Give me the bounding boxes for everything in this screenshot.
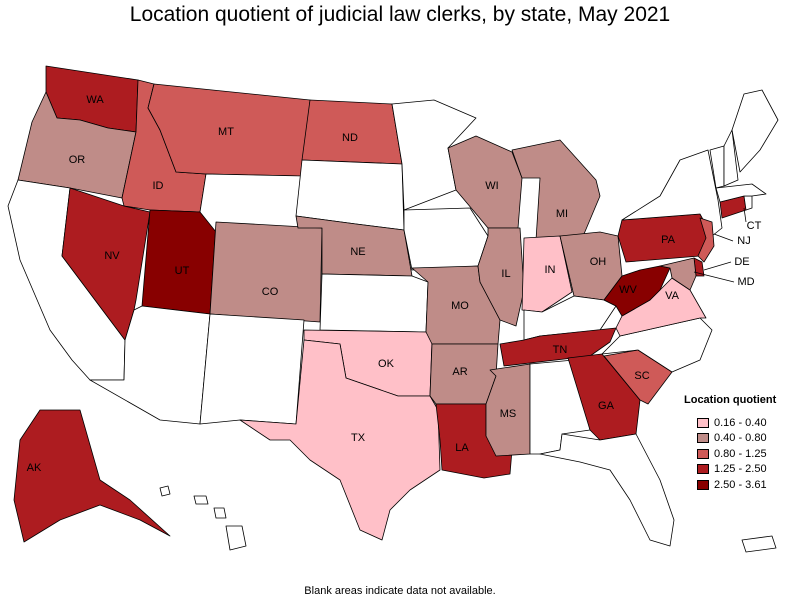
legend-swatch [697,417,709,428]
state-label-co: CO [262,286,279,298]
state-label-ms: MS [500,408,517,420]
state-label-nd: ND [342,132,358,144]
state-ak [13,409,171,543]
state-label-nv: NV [104,250,120,262]
state-label-ct: CT [747,220,762,232]
state-label-oh: OH [590,256,607,268]
legend-item: 2.50 - 3.61 [684,477,776,493]
state-label-sc: SC [634,370,649,382]
state-label-in: IN [545,264,556,276]
callout-line-nj [713,233,734,242]
map-title: Location quotient of judicial law clerks… [129,3,671,26]
state-ut [141,209,217,315]
state-label-ga: GA [598,400,615,412]
legend-label: 0.16 - 0.40 [714,416,767,429]
state-label-wa: WA [86,94,104,106]
legend-swatch [697,479,709,490]
state-ma [715,183,767,203]
legend-item: 0.80 - 1.25 [684,446,776,462]
state-nm [199,313,305,425]
state-label-md: MD [737,276,754,288]
state-label-id: ID [153,180,164,192]
state-label-ok: OK [378,358,395,370]
state-label-nj: NJ [737,235,750,247]
callout-line-md [693,271,735,283]
state-in [521,235,573,313]
state-label-mt: MT [218,126,234,138]
state-label-wv: WV [619,284,637,296]
state-me [731,89,779,173]
state-label-ne: NE [350,246,365,258]
state-co [209,221,323,323]
state-nj [697,217,715,263]
state-label-ar: AR [452,366,467,378]
legend-label: 1.25 - 2.50 [714,463,767,476]
legend-swatch [697,464,709,475]
callout-line-ct [743,207,747,223]
state-il [477,227,525,327]
state-label-va: VA [665,290,680,302]
state-fl [539,433,675,547]
state-label-il: IL [501,268,510,280]
state-label-mi: MI [556,208,568,220]
state-label-la: LA [455,442,469,454]
state-label-or: OR [69,154,86,166]
state-label-de: DE [734,256,749,268]
legend-item: 1.25 - 2.50 [684,462,776,478]
state-md [659,257,697,291]
legend-rows: 0.16 - 0.40 0.40 - 0.80 0.80 - 1.25 1.25 - … [684,415,776,493]
legend-item: 0.40 - 0.80 [684,431,776,447]
state-label-ut: UT [175,265,190,277]
map-legend: Location quotient 0.16 - 0.40 0.40 - 0.80… [684,394,776,493]
state-label-ak: AK [27,462,42,474]
state-hi [159,485,247,551]
state-label-tx: TX [351,432,366,444]
state-label-pa: PA [661,234,676,246]
state-label-wi: WI [485,180,498,192]
legend-swatch [697,448,709,459]
legend-item: 0.16 - 0.40 [684,415,776,431]
state-label-mo: MO [451,300,469,312]
state-wv [603,265,671,317]
state-nv [61,187,151,341]
legend-label: 2.50 - 3.61 [714,478,767,491]
state-ks [319,273,429,333]
state-tx [239,339,441,541]
callout-line-de [703,261,732,271]
footnote: Blank areas indicate data not available. [304,585,496,597]
state-mi [511,139,601,241]
state-label-tn: TN [553,344,568,356]
state-nh [723,129,739,187]
legend-label: 0.40 - 0.80 [714,432,767,445]
legend-title: Location quotient [684,394,777,406]
state-wi [447,135,523,229]
state-ia [403,207,489,271]
state-tn [499,327,617,367]
legend-swatch [697,433,709,444]
state-pr [741,535,777,553]
legend-label: 0.80 - 1.25 [714,447,767,460]
